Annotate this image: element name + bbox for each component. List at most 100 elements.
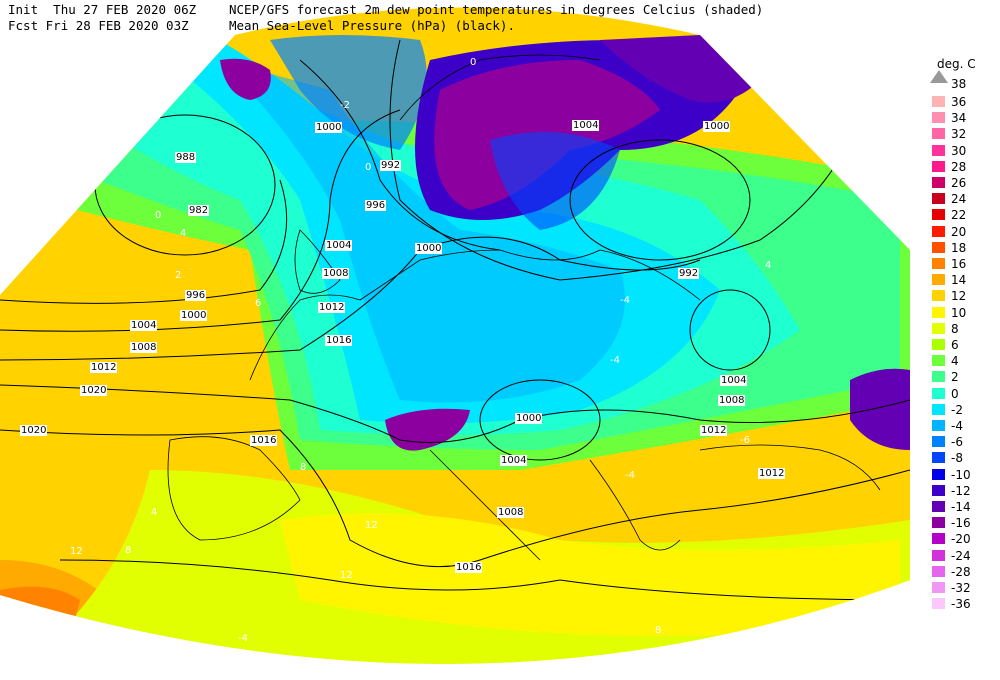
- legend-label: -4: [951, 419, 963, 433]
- isobar-label: 1020: [80, 385, 108, 396]
- legend-swatch: [931, 419, 946, 432]
- legend-label: -36: [951, 597, 971, 612]
- isobar-label: 1012: [758, 468, 786, 479]
- legend-label: -28: [951, 564, 971, 579]
- init-time: Thu 27 FEB 2020 06Z: [53, 2, 197, 17]
- dewpoint-label: 4: [151, 507, 158, 518]
- legend-swatch: [931, 402, 946, 416]
- legend-label: 0: [951, 386, 959, 401]
- isobar-label: 1020: [20, 425, 48, 436]
- legend-swatch: [931, 354, 946, 368]
- legend-label: -10: [951, 467, 971, 482]
- legend-label: 10: [951, 305, 967, 320]
- legend-label: 36: [951, 95, 967, 109]
- dewpoint-label: -6: [740, 435, 750, 446]
- isobar-label: 1004: [500, 455, 528, 466]
- legend-swatch: [931, 305, 946, 319]
- legend-unit: deg. C: [937, 57, 976, 71]
- legend-swatch: [931, 95, 946, 108]
- dewpoint-label: -4: [620, 295, 630, 306]
- isobar-label: 996: [185, 290, 207, 301]
- title-line-2: Mean Sea-Level Pressure (hPa) (black).: [229, 18, 515, 33]
- dewpoint-label: 8: [125, 545, 132, 556]
- dewpoint-label: 0: [470, 57, 477, 68]
- fcst-label: Fcst: [8, 18, 39, 33]
- legend-top-label: 38: [951, 77, 967, 91]
- legend-swatch: [931, 386, 946, 400]
- legend-swatch: [931, 289, 946, 303]
- isobar-label: 1012: [318, 302, 346, 313]
- legend-swatch: [931, 564, 946, 578]
- isobar-label: 1008: [130, 342, 158, 353]
- dewpoint-label: 4: [180, 228, 187, 239]
- legend-swatch: [931, 192, 946, 206]
- dewpoint-label: -2: [340, 100, 350, 111]
- legend-label: 8: [951, 321, 959, 336]
- legend-swatch: [931, 240, 946, 254]
- legend-label: -8: [951, 451, 963, 466]
- legend-swatch: [931, 532, 946, 546]
- legend-label: -12: [951, 483, 971, 498]
- isobar-label: 1004: [572, 120, 600, 131]
- init-label: Init: [8, 2, 39, 17]
- legend-label: 12: [951, 289, 967, 304]
- dewpoint-label: 6: [255, 298, 262, 309]
- legend-swatch: [931, 500, 946, 513]
- dewpoint-label: -4: [238, 633, 248, 644]
- legend-label: 16: [951, 257, 967, 271]
- isobar-label: 1000: [180, 310, 208, 321]
- isobar-label: 992: [678, 268, 700, 279]
- legend-label: 28: [951, 159, 967, 174]
- isobar-label: 1008: [322, 268, 350, 279]
- isobar-label: 1004: [130, 320, 158, 331]
- legend-swatch: [931, 581, 946, 594]
- isobar-label: 1000: [515, 413, 543, 424]
- legend-swatch: [931, 516, 946, 530]
- isobar-label: 1000: [703, 121, 731, 132]
- legend-top-arrow: [930, 70, 948, 83]
- legend-label: 26: [951, 176, 967, 190]
- legend-label: -14: [951, 500, 971, 514]
- legend-swatch: [931, 273, 946, 287]
- legend-swatch: [931, 257, 946, 270]
- isobar-label: 1008: [718, 395, 746, 406]
- fcst-line: Fcst Fri 28 FEB 2020 03Z: [8, 18, 189, 34]
- legend-swatch: [931, 111, 946, 125]
- isobar-label: 1012: [700, 425, 728, 436]
- legend-label: -16: [951, 516, 971, 531]
- legend-swatch: [931, 208, 946, 222]
- legend-label: 14: [951, 273, 967, 288]
- isobar-label: 1000: [315, 122, 343, 133]
- legend-swatch: [931, 159, 946, 173]
- legend-label: -6: [951, 435, 963, 450]
- legend-label: -24: [951, 548, 971, 563]
- dewpoint-label: 8: [655, 625, 662, 636]
- legend-swatch: [931, 127, 946, 141]
- fcst-time: Fri 28 FEB 2020 03Z: [45, 18, 189, 33]
- isobar-label: 1008: [497, 507, 525, 518]
- legend-label: 20: [951, 224, 967, 239]
- dewpoint-label: 8: [300, 462, 307, 473]
- legend-label: 24: [951, 192, 967, 207]
- dewpoint-label: 2: [175, 270, 182, 281]
- legend-label: 2: [951, 370, 959, 385]
- title-line-1: NCEP/GFS forecast 2m dew point temperatu…: [229, 2, 764, 17]
- dewpoint-label: -4: [610, 355, 620, 366]
- legend-swatch: [931, 451, 946, 465]
- legend-label: 22: [951, 208, 967, 223]
- isobar-label: 992: [380, 160, 402, 171]
- dewpoint-label: -4: [625, 470, 635, 481]
- isobar-label: 1004: [720, 375, 748, 386]
- dewpoint-label: 12: [365, 520, 378, 531]
- dewpoint-label: 0: [365, 162, 372, 173]
- coastlines: [167, 54, 881, 561]
- isobar-label: 1016: [455, 562, 483, 573]
- legend-label: -2: [951, 402, 963, 417]
- isobar-label: 1000: [415, 243, 443, 254]
- legend-swatch: [931, 176, 946, 189]
- legend-swatch: [931, 338, 946, 351]
- isobar-label: 1016: [250, 435, 278, 446]
- isobar-label: 1004: [325, 240, 353, 251]
- isobar-label: 1016: [325, 335, 353, 346]
